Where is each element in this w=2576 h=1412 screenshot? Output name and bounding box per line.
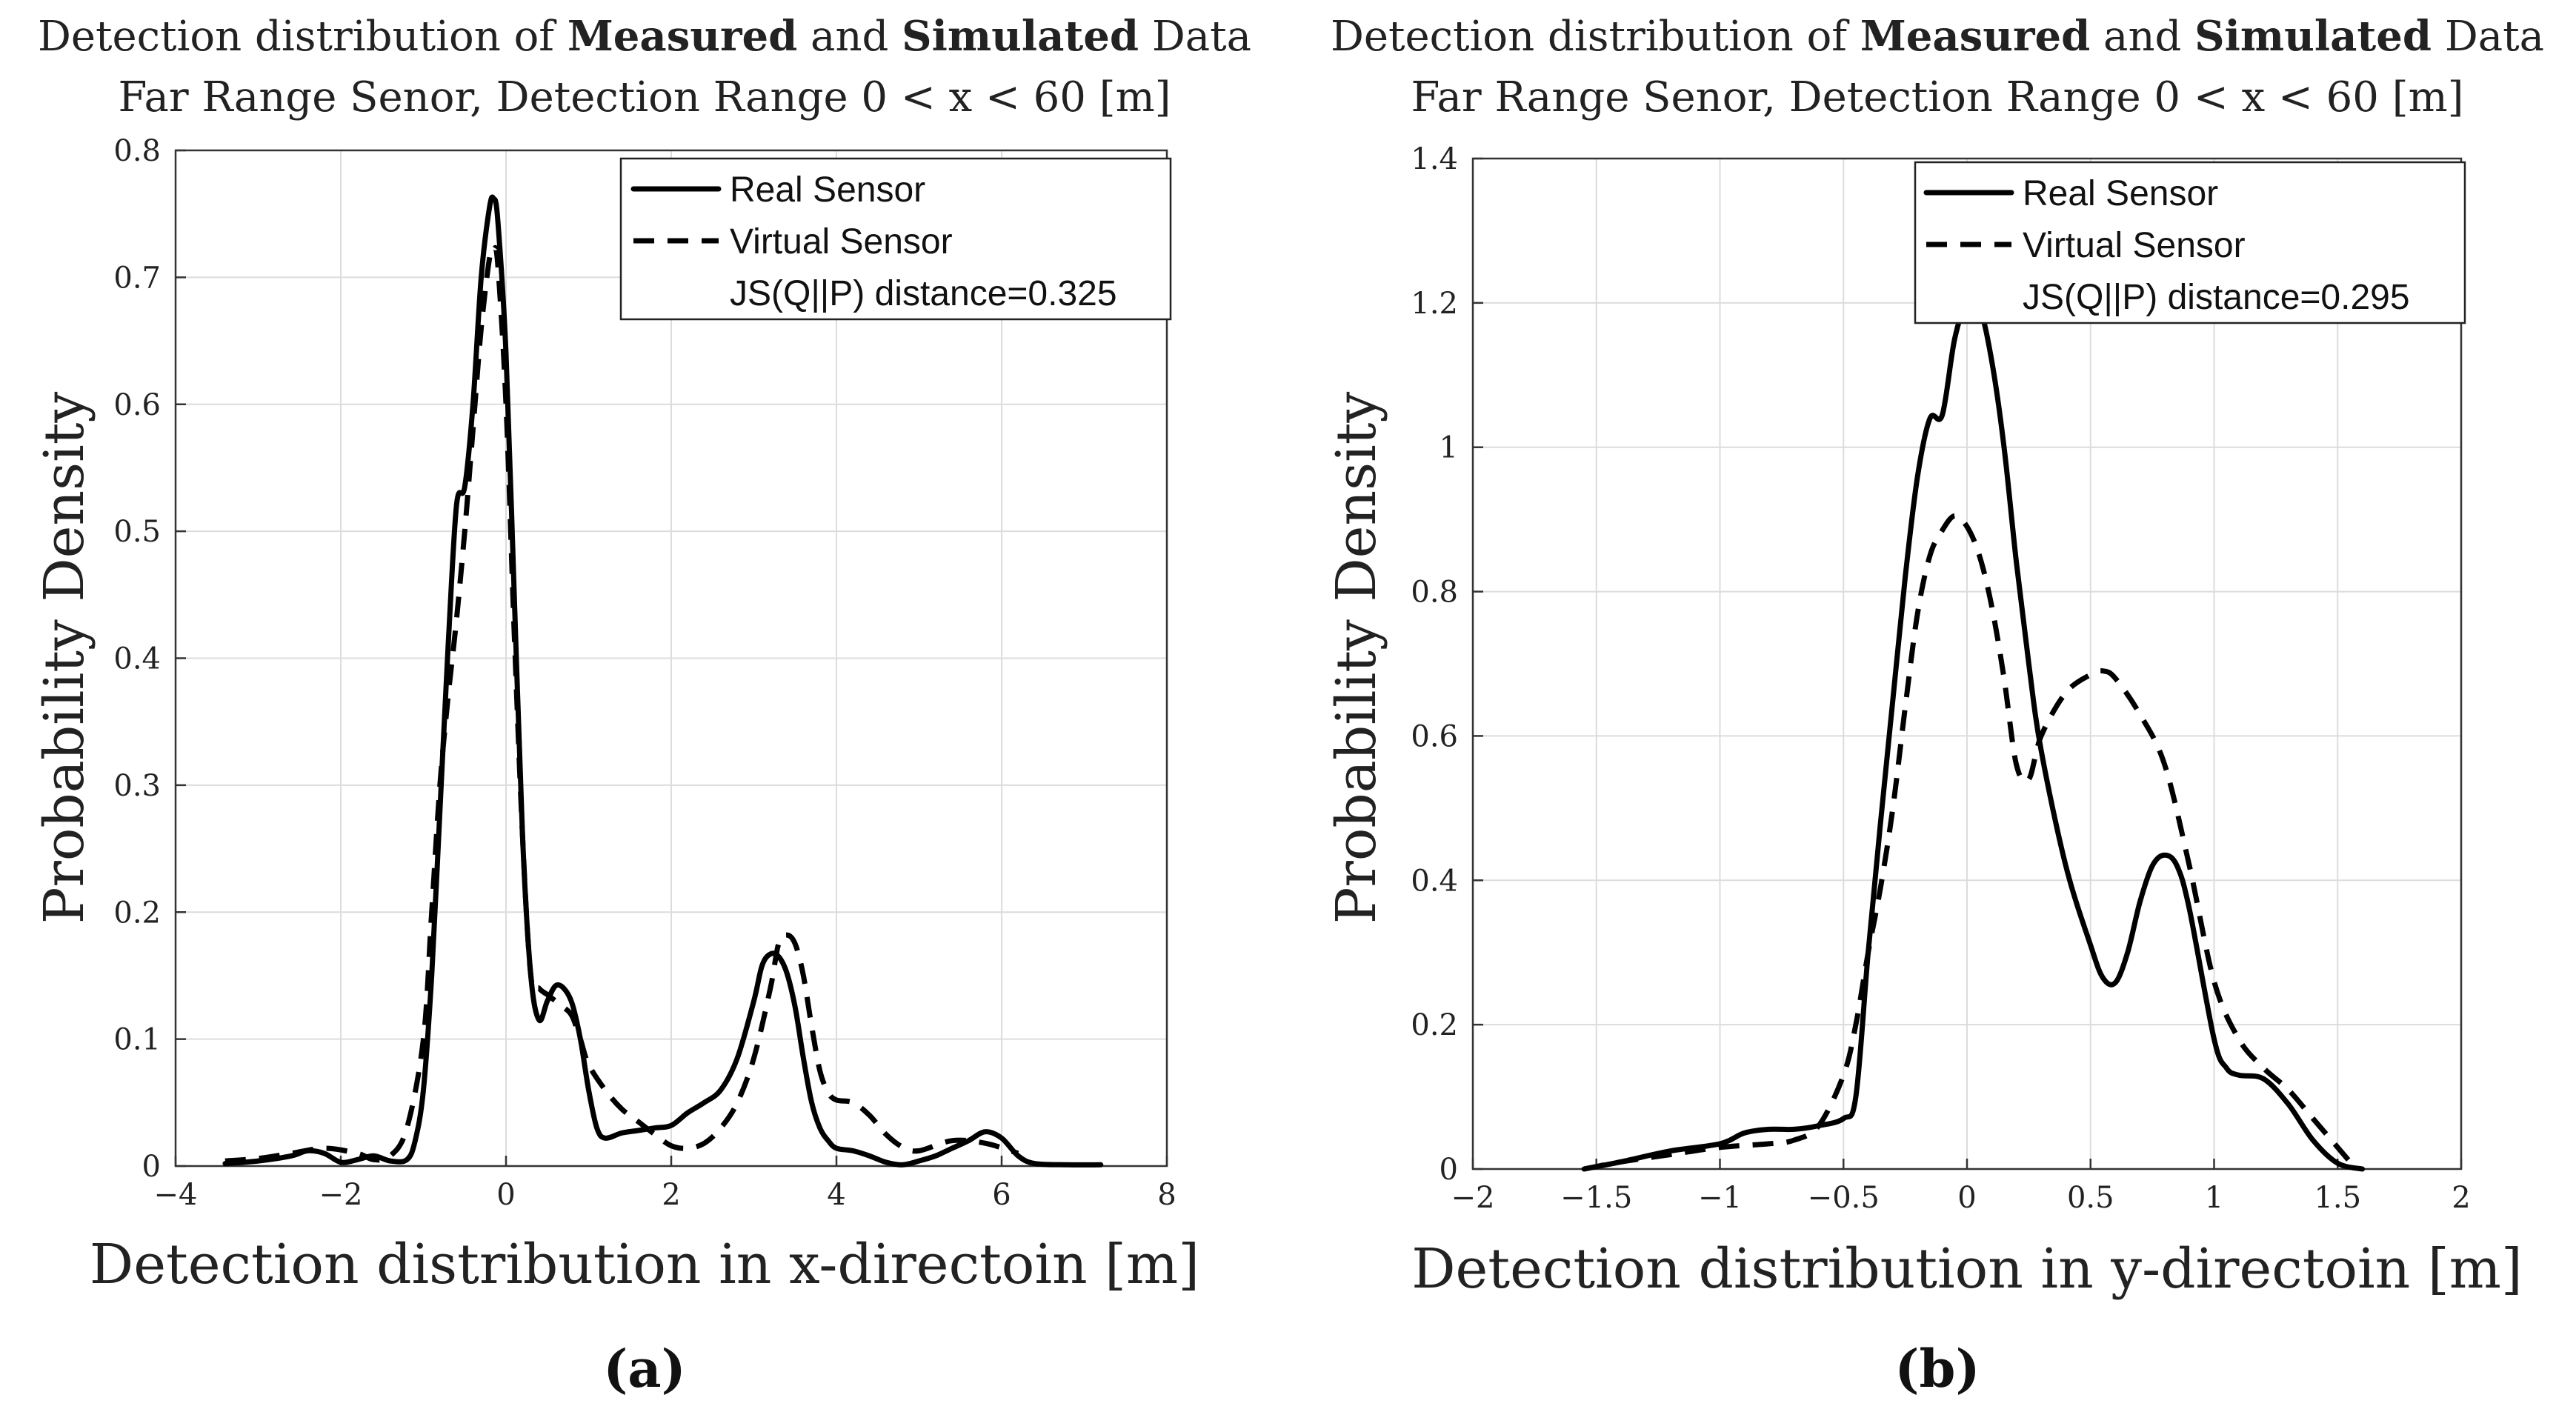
chart-b-series [1581,296,2366,1172]
chart-b-subtitle: Far Range Senor, Detection Range 0 < x <… [1411,73,2463,121]
chart-a-ytick-label: 0.6 [113,388,161,422]
chart-b-caption: (b) [1894,1338,1980,1399]
chart-b-xtick-label: 0 [1957,1181,1976,1215]
chart-a-legend-virtual-label: Virtual Sensor [730,222,953,262]
chart-a-ytick-label: 0 [142,1150,161,1184]
chart-a-series-real-sensor [222,194,1104,1168]
chart-b-xtick-label: −0.5 [1808,1181,1880,1215]
chart-b-legend: Real Sensor Virtual Sensor JS(Q||P) dist… [1914,161,2466,324]
chart-b-xtick-label: 1.5 [2314,1181,2361,1215]
chart-b-ytick-label: 0.8 [1411,576,1458,610]
chart-b-ytick-label: 0.6 [1411,719,1458,753]
chart-b-ytick-label: 1 [1440,431,1458,465]
chart-a-title: Detection distribution of Measured and S… [38,12,1251,61]
chart-b-ticks: −2 −1.5 −1 −0.5 0 0.5 1 1.5 2 0 0.2 0.4 0.6 0.8 1 1.2 1.… [1411,142,2470,1215]
chart-b-xtick-label: 0.5 [2067,1181,2114,1215]
chart-b-ytick-label: 0.2 [1411,1008,1458,1042]
chart-b-ytick-label: 1.4 [1411,142,1458,176]
chart-a-legend: Real Sensor Virtual Sensor JS(Q||P) dist… [619,157,1172,321]
chart-b-xlabel: Detection distribution in y-directoin [m… [1411,1237,2523,1301]
chart-a-legend-real-label: Real Sensor [730,170,925,210]
chart-a-subtitle: Far Range Senor, Detection Range 0 < x <… [118,73,1171,121]
chart-b-xtick-label: −2 [1451,1181,1495,1215]
chart-panel-a: Detection distribution of Measured and S… [33,12,1251,1399]
chart-a-ytick-label: 0.4 [113,642,161,676]
chart-b-ytick-label: 0 [1440,1153,1458,1187]
chart-a-xtick-label: 0 [496,1178,515,1212]
chart-a-series [222,194,1104,1168]
chart-a-xtick-label: −4 [154,1178,198,1212]
chart-a-ytick-label: 0.2 [113,896,161,930]
chart-b-legend-virtual-label: Virtual Sensor [2023,226,2246,265]
chart-a-xtick-label: 6 [992,1178,1011,1212]
chart-b-xtick-label: 2 [2452,1181,2470,1215]
chart-b-ytick-label: 1.2 [1411,287,1458,321]
chart-a-ylabel: Probability Density [33,392,96,925]
chart-a-ytick-label: 0.5 [113,515,161,549]
chart-b-series-virtual-sensor [1583,513,2352,1172]
chart-b-xtick-label: 1 [2205,1181,2223,1215]
chart-a-legend-js-label: JS(Q||P) distance=0.325 [730,274,1117,313]
chart-b-legend-js-label: JS(Q||P) distance=0.295 [2023,278,2410,317]
chart-a-ytick-label: 0.7 [113,261,161,295]
chart-b-ytick-label: 0.4 [1411,864,1458,898]
chart-b-series-real-sensor [1581,296,2366,1172]
chart-b-ylabel: Probability Density [1325,392,1388,925]
chart-a-xlabel: Detection distribution in x-directoin [m… [90,1233,1199,1296]
chart-a-series-virtual-sensor [224,244,1019,1164]
chart-a-xtick-label: −2 [319,1178,363,1212]
chart-a-ytick-label: 0.8 [113,134,161,168]
chart-a-ytick-label: 0.3 [113,769,161,803]
chart-b-xtick-label: −1.5 [1560,1181,1632,1215]
chart-a-caption: (a) [603,1338,686,1399]
chart-a-xtick-label: 8 [1157,1178,1176,1212]
chart-b-title: Detection distribution of Measured and S… [1331,12,2544,61]
chart-b-legend-real-label: Real Sensor [2023,174,2218,213]
chart-a-ticks: −4 −2 0 2 4 6 8 0 0.1 0.2 0.3 0.4 0.5 0.6 0.7 0.8 [113,134,1176,1212]
chart-b-legend-box [1914,161,2466,324]
chart-a-xtick-label: 2 [662,1178,680,1212]
chart-b-xtick-label: −1 [1698,1181,1742,1215]
chart-a-ytick-label: 0.1 [113,1023,161,1057]
chart-panel-b: Detection distribution of Measured and S… [1325,12,2544,1399]
chart-a-xtick-label: 4 [827,1178,845,1212]
